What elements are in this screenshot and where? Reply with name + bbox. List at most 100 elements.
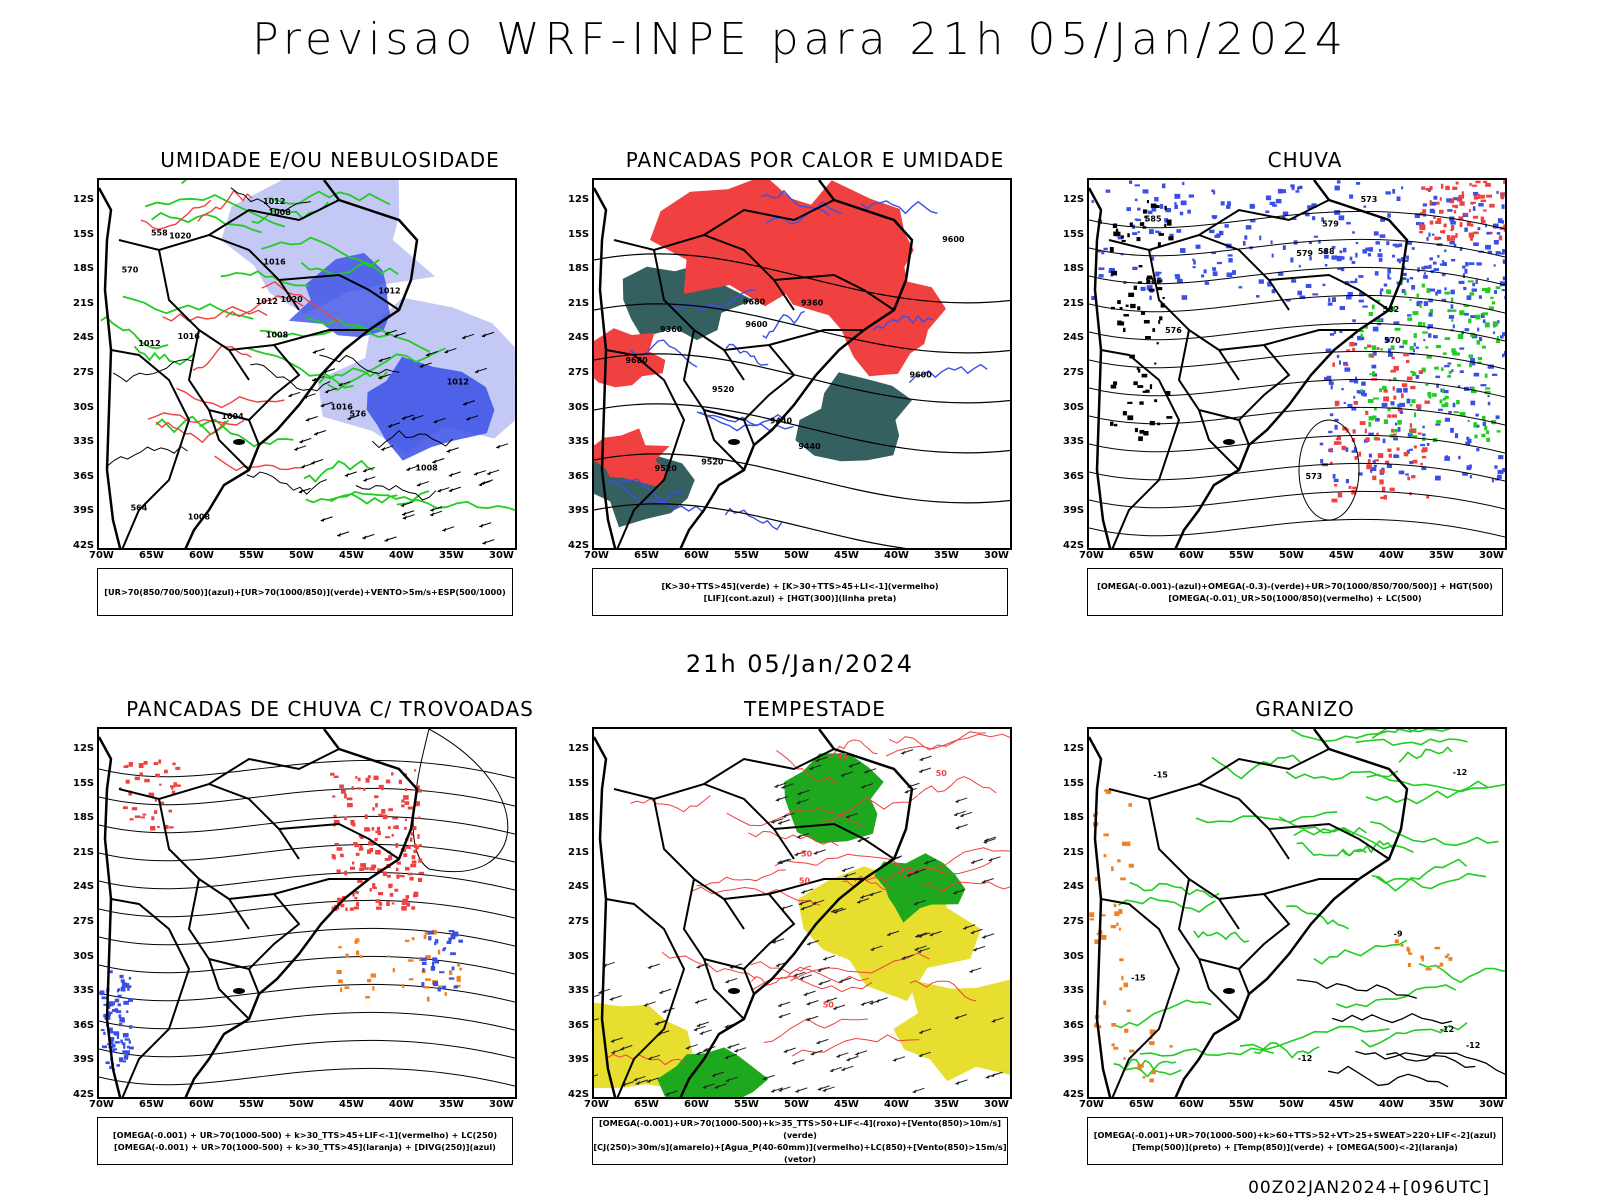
omega-blue bbox=[1386, 241, 1390, 246]
lc850-contour bbox=[726, 808, 865, 827]
omega-blue bbox=[1397, 426, 1401, 432]
storm-orange bbox=[448, 970, 453, 975]
wind-vector bbox=[611, 1050, 616, 1055]
omega-blue bbox=[1478, 202, 1484, 207]
divergence-blue bbox=[428, 930, 435, 935]
omega-blue bbox=[1176, 229, 1182, 233]
omega-blue bbox=[1469, 475, 1473, 479]
divergence-blue bbox=[435, 939, 439, 944]
lon-tick-label: 50W bbox=[784, 1099, 809, 1110]
lat-tick-label: 36S bbox=[73, 470, 95, 482]
lc850-contour bbox=[774, 853, 900, 867]
omega-blue bbox=[1381, 467, 1385, 471]
storm-orange bbox=[444, 992, 447, 996]
omega-green bbox=[1376, 319, 1382, 322]
omega-green bbox=[1441, 403, 1445, 408]
omega-blue bbox=[1137, 231, 1140, 234]
omega-blue bbox=[1325, 348, 1332, 353]
hgt300-contour bbox=[594, 353, 1010, 404]
lagoon bbox=[233, 988, 245, 994]
temp850-contour bbox=[1296, 842, 1367, 857]
omega500-orange bbox=[1150, 1043, 1155, 1046]
omega-green bbox=[1379, 388, 1383, 393]
omega-blue bbox=[1396, 196, 1401, 202]
rain-red bbox=[1485, 183, 1491, 187]
storm-red bbox=[153, 762, 159, 766]
omega-blue bbox=[1227, 254, 1233, 257]
storm-red bbox=[157, 825, 160, 828]
wind-vector bbox=[991, 1018, 996, 1023]
omega-blue bbox=[1101, 251, 1105, 255]
divergence-blue bbox=[446, 940, 452, 944]
omega-blue bbox=[1346, 221, 1351, 225]
red-area bbox=[594, 428, 670, 488]
lif-contour bbox=[629, 339, 698, 368]
divergence-blue bbox=[432, 957, 438, 962]
wind-vector bbox=[796, 800, 801, 805]
storm-red bbox=[411, 906, 416, 910]
omega-blue bbox=[1126, 207, 1131, 212]
storm-orange bbox=[345, 953, 349, 958]
wind-vector bbox=[480, 480, 485, 485]
lc850-contour bbox=[888, 731, 987, 751]
state-border bbox=[1108, 233, 1290, 311]
divergence-blue bbox=[107, 1043, 111, 1046]
wind-vector bbox=[817, 968, 822, 973]
storm-red bbox=[375, 830, 379, 834]
omega-green bbox=[1394, 327, 1401, 331]
lc850-contour bbox=[826, 739, 878, 760]
omega-blue bbox=[1434, 475, 1441, 481]
omega-blue bbox=[1226, 272, 1233, 278]
storm-red bbox=[173, 782, 177, 787]
storm-orange bbox=[456, 976, 461, 982]
omega-blue bbox=[1450, 221, 1456, 225]
lc850-contour bbox=[750, 961, 870, 984]
storm-red bbox=[164, 769, 168, 774]
storm-red bbox=[410, 832, 414, 836]
omega-blue bbox=[1277, 188, 1283, 194]
state-border bbox=[273, 329, 369, 346]
rain-red bbox=[1470, 223, 1474, 227]
rain-red bbox=[1329, 461, 1333, 465]
lc850-contour bbox=[791, 1034, 920, 1057]
state-border bbox=[1100, 349, 1181, 548]
omega-blue bbox=[1444, 417, 1451, 422]
omega-blue bbox=[1497, 218, 1503, 224]
omega-blue bbox=[1465, 262, 1469, 267]
storm-red bbox=[384, 836, 391, 839]
rain-red bbox=[1468, 209, 1471, 213]
omega-green bbox=[1487, 287, 1491, 291]
wind-vector bbox=[869, 1000, 874, 1005]
lc850-contour bbox=[790, 952, 930, 982]
contour-label: 1012 bbox=[138, 339, 160, 348]
omega-blue bbox=[1433, 268, 1440, 272]
storm-red bbox=[346, 797, 353, 801]
lat-tick-label: 15S bbox=[1063, 228, 1085, 240]
storm-red bbox=[175, 766, 181, 770]
omega-blue bbox=[1373, 464, 1377, 468]
storm-red bbox=[336, 847, 343, 851]
lon-tick-label: 40W bbox=[884, 1099, 909, 1110]
wind-vector bbox=[594, 1018, 599, 1021]
rain-red bbox=[1337, 492, 1343, 498]
wind-vector bbox=[696, 1023, 701, 1028]
state-border bbox=[703, 199, 835, 236]
hgt500-contour bbox=[1089, 322, 1505, 342]
storm-red bbox=[352, 892, 355, 897]
divergence-blue bbox=[122, 1060, 127, 1063]
lon-tick-label: 45W bbox=[339, 1099, 364, 1110]
state-border bbox=[723, 343, 796, 421]
storm-red bbox=[374, 837, 378, 842]
lat-tick-label: 24S bbox=[73, 332, 95, 344]
rain-red bbox=[1422, 447, 1428, 452]
rain-red bbox=[1505, 182, 1507, 186]
storm-orange bbox=[338, 946, 342, 949]
lon-tick-label: 40W bbox=[1379, 550, 1404, 561]
streamline bbox=[99, 871, 515, 891]
wind-vector bbox=[778, 1014, 783, 1019]
contour-label: 1012 bbox=[447, 377, 469, 386]
rain-red bbox=[1436, 201, 1440, 205]
divergence-blue bbox=[123, 1000, 129, 1005]
rain-red bbox=[1458, 194, 1465, 199]
lon-tick-label: 60W bbox=[189, 550, 214, 561]
